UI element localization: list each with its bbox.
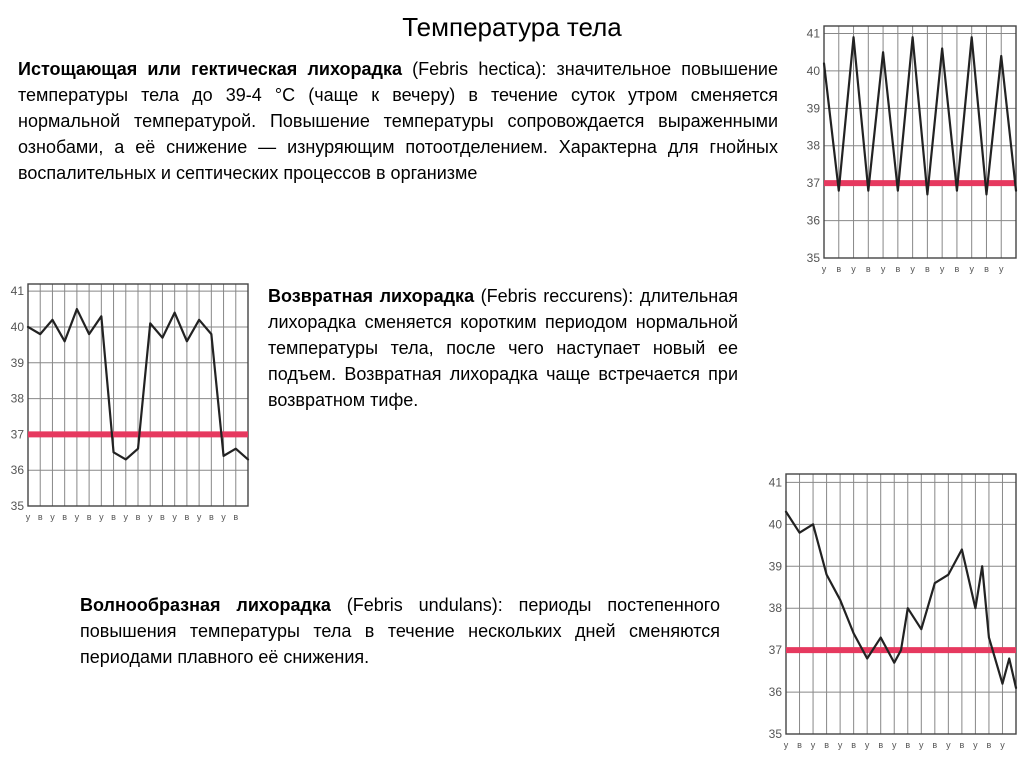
svg-text:37: 37 [11, 427, 25, 441]
svg-text:у: у [973, 740, 978, 750]
svg-text:в: в [925, 264, 930, 274]
svg-text:у: у [919, 740, 924, 750]
svg-text:у: у [838, 740, 843, 750]
svg-text:35: 35 [807, 251, 821, 265]
svg-text:в: в [824, 740, 829, 750]
svg-text:в: в [136, 512, 141, 522]
svg-text:у: у [784, 740, 789, 750]
svg-text:в: в [895, 264, 900, 274]
svg-text:в: в [932, 740, 937, 750]
svg-text:41: 41 [807, 26, 821, 40]
paragraph-undulans: Волнообразная лихорадка (Febris undulans… [80, 592, 720, 670]
svg-text:36: 36 [807, 214, 821, 228]
svg-text:в: в [955, 264, 960, 274]
paragraph-hectica: Истощающая или гектическая лихорадка (Fe… [18, 56, 778, 186]
svg-text:в: в [233, 512, 238, 522]
svg-text:у: у [940, 264, 945, 274]
term-hectica: Истощающая или гектическая лихорадка [18, 59, 412, 79]
svg-text:у: у [99, 512, 104, 522]
svg-text:у: у [1000, 740, 1005, 750]
svg-text:в: в [836, 264, 841, 274]
svg-text:у: у [124, 512, 129, 522]
svg-text:у: у [999, 264, 1004, 274]
svg-text:у: у [946, 740, 951, 750]
svg-text:у: у [881, 264, 886, 274]
svg-text:в: в [62, 512, 67, 522]
svg-text:39: 39 [807, 101, 821, 115]
svg-text:40: 40 [807, 64, 821, 78]
svg-text:в: в [905, 740, 910, 750]
svg-text:38: 38 [11, 392, 25, 406]
svg-text:в: в [959, 740, 964, 750]
svg-text:39: 39 [11, 356, 25, 370]
svg-text:у: у [822, 264, 827, 274]
svg-text:40: 40 [11, 320, 25, 334]
svg-text:у: у [50, 512, 55, 522]
svg-text:у: у [811, 740, 816, 750]
svg-text:у: у [892, 740, 897, 750]
svg-text:у: у [26, 512, 31, 522]
svg-text:у: у [851, 264, 856, 274]
svg-text:в: в [38, 512, 43, 522]
svg-text:у: у [172, 512, 177, 522]
svg-text:37: 37 [807, 176, 821, 190]
svg-text:в: в [160, 512, 165, 522]
svg-text:у: у [75, 512, 80, 522]
page-title: Температура тела [402, 12, 622, 43]
svg-text:в: в [984, 264, 989, 274]
svg-text:в: в [111, 512, 116, 522]
svg-text:у: у [148, 512, 153, 522]
term-reccurens: Возвратная лихорадка [268, 286, 481, 306]
svg-text:в: в [184, 512, 189, 522]
term-undulans: Волнообразная лихорадка [80, 595, 347, 615]
svg-text:у: у [865, 740, 870, 750]
svg-text:39: 39 [769, 559, 783, 573]
svg-text:40: 40 [769, 517, 783, 531]
chart-undulans: 35363738394041увувувувувувувуву [762, 468, 1020, 756]
svg-text:в: в [851, 740, 856, 750]
svg-text:41: 41 [11, 284, 25, 298]
chart-reccurens: 35363738394041увувувувувувувувув [4, 278, 252, 528]
svg-text:38: 38 [769, 601, 783, 615]
svg-text:36: 36 [11, 463, 25, 477]
svg-text:у: у [221, 512, 226, 522]
svg-text:в: в [878, 740, 883, 750]
svg-text:в: в [987, 740, 992, 750]
svg-text:в: в [866, 264, 871, 274]
svg-text:36: 36 [769, 685, 783, 699]
chart-hectica: 35363738394041увувувувувуву [800, 20, 1020, 280]
svg-text:38: 38 [807, 139, 821, 153]
svg-text:у: у [910, 264, 915, 274]
svg-text:41: 41 [769, 475, 783, 489]
svg-text:в: в [797, 740, 802, 750]
svg-text:35: 35 [11, 499, 25, 513]
svg-text:37: 37 [769, 643, 783, 657]
svg-text:у: у [197, 512, 202, 522]
svg-text:у: у [969, 264, 974, 274]
svg-text:в: в [87, 512, 92, 522]
svg-text:в: в [209, 512, 214, 522]
svg-text:35: 35 [769, 727, 783, 741]
paragraph-reccurens: Возвратная лихорадка (Febris reccurens):… [268, 283, 738, 413]
